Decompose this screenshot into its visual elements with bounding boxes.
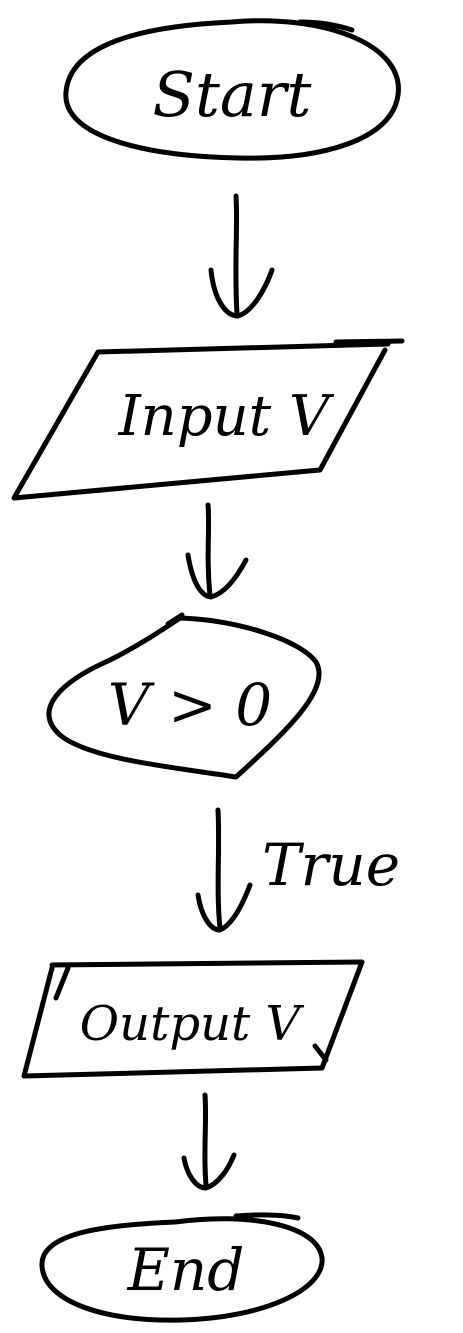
edge-decision-to-output: True [195, 807, 400, 933]
decision-node: V > 0 [46, 612, 322, 780]
input-label: Input V [118, 384, 335, 449]
arrow-head [208, 267, 275, 319]
arrow-head [181, 1152, 237, 1191]
edge-label-true: True [262, 831, 400, 899]
arrow-shaft [215, 807, 223, 931]
output-label: Output V [80, 996, 305, 1052]
decision-label: V > 0 [108, 671, 272, 739]
output-node: Output V [21, 959, 365, 1079]
edge-output-to-end [181, 1092, 237, 1191]
arrow-shaft [233, 193, 240, 317]
arrow-head [195, 882, 253, 933]
input-node: Input V [11, 338, 405, 501]
start-label: Start [153, 58, 312, 131]
arrow-shaft [202, 1092, 209, 1188]
end-oval [39, 1216, 325, 1323]
start-node: Start [63, 18, 401, 161]
arrow-head [185, 552, 249, 600]
input-parallelogram [11, 338, 405, 501]
output-parallelogram [21, 959, 365, 1079]
start-oval [63, 18, 401, 161]
start-oval-overstroke [297, 19, 355, 33]
end-oval-overstroke [233, 1212, 301, 1221]
edge-input-to-decision [185, 502, 249, 600]
decision-tick [165, 612, 185, 627]
arrow-shaft [205, 502, 213, 599]
edge-start-to-input [208, 193, 275, 319]
decision-shape [46, 615, 322, 780]
end-node: End [39, 1212, 325, 1323]
end-label: End [127, 1236, 245, 1304]
